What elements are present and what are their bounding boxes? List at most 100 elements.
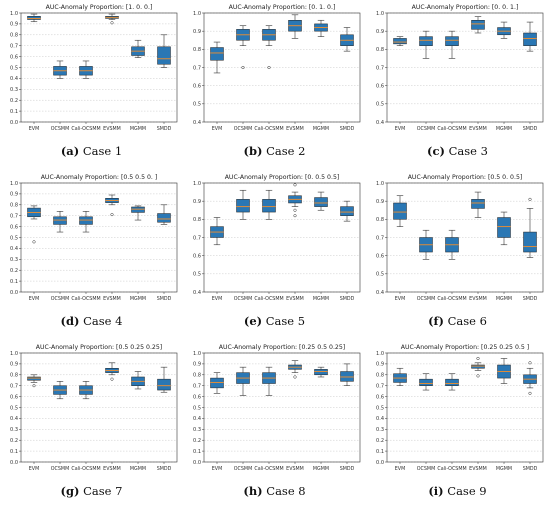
y-tick-label: 0.3 — [10, 427, 18, 433]
y-tick-label: 0.4 — [10, 76, 18, 82]
axes-frame — [203, 12, 361, 123]
y-tick-label: 0.1 — [193, 449, 201, 455]
y-tick-label: 0.7 — [193, 384, 201, 390]
axes-frame — [203, 182, 361, 293]
box-evm — [393, 367, 407, 387]
box-mgmm — [131, 371, 145, 390]
chart-title: AUC-Anomaly Proportion: [0.25 0.25 0.5 ] — [401, 344, 529, 351]
figure-caption: (a) Case 1 — [0, 144, 183, 158]
figure-caption: (h) Case 8 — [183, 484, 366, 498]
outlier-point — [32, 240, 36, 244]
box-evsmm — [105, 13, 119, 25]
y-tick-label: 0.8 — [193, 373, 201, 379]
box-smdd — [340, 27, 354, 52]
axes-frame — [20, 352, 178, 463]
y-tick-label: 0.8 — [193, 47, 201, 53]
box-smdd — [340, 363, 354, 387]
box-iqr — [471, 20, 485, 30]
x-tick-label: EVM — [212, 126, 222, 132]
outlier-point — [110, 21, 114, 25]
y-tick-label: 0.4 — [376, 290, 384, 296]
x-tick-label: EVSMM — [103, 126, 121, 132]
y-tick-label: 0.7 — [376, 235, 384, 241]
box-iqr — [393, 202, 407, 220]
chart-title: AUC-Anomaly Proportion: [1. 0. 0.] — [46, 4, 153, 11]
caption-text: Case 5 — [262, 314, 306, 328]
outlier-point — [528, 197, 532, 201]
y-tick-label: 0.8 — [10, 373, 18, 379]
y-tick-label: 0.5 — [376, 272, 384, 278]
box-iqr — [53, 216, 67, 225]
chart-title: AUC-Anomaly Proportion: [0. 0.5 0.5] — [225, 174, 340, 181]
y-tick-label: 0.4 — [376, 416, 384, 422]
box-cali-ocsmm — [79, 60, 93, 79]
x-tick-label: Cali-OCSMM — [437, 126, 466, 132]
outlier-point — [293, 208, 297, 212]
box-iqr — [157, 378, 171, 391]
y-tick-label: 0.0 — [10, 290, 18, 296]
x-tick-label: Cali-OCSMM — [71, 466, 100, 472]
x-tick-label: MGMM — [496, 466, 512, 472]
x-tick-label: OCSMM — [417, 466, 435, 472]
box-iqr — [523, 32, 537, 46]
box-iqr — [314, 369, 328, 376]
caption-label: (i) — [428, 484, 444, 498]
chart-title: AUC-Anomaly Proportion: [0. 1. 0.] — [229, 4, 336, 11]
y-tick-label: 0.9 — [376, 362, 384, 368]
x-tick-label: EVM — [212, 296, 222, 302]
y-tick-label: 0.8 — [376, 373, 384, 379]
caption-label: (g) — [60, 484, 80, 498]
x-tick-label: EVSMM — [469, 466, 487, 472]
box-iqr — [210, 47, 224, 61]
x-tick-label: EVM — [29, 466, 39, 472]
y-tick-label: 0.9 — [376, 199, 384, 205]
x-tick-label: EVSMM — [286, 466, 304, 472]
box-ocsmm — [419, 229, 433, 260]
outlier-point — [110, 213, 114, 217]
caption-text: Case 1 — [79, 144, 123, 158]
x-tick-label: OCSMM — [51, 466, 69, 472]
y-tick-label: 0.8 — [376, 47, 384, 53]
y-tick-label: 1.0 — [10, 11, 18, 17]
y-tick-label: 1.0 — [376, 181, 384, 187]
box-cali-ocsmm — [262, 25, 276, 70]
y-tick-label: 0.4 — [193, 290, 201, 296]
y-tick-label: 0.6 — [193, 253, 201, 259]
y-tick-label: 0.2 — [376, 438, 384, 444]
x-tick-label: Cali-OCSMM — [437, 466, 466, 472]
box-evsmm — [288, 360, 302, 379]
box-mgmm — [314, 366, 328, 378]
y-tick-label: 0.9 — [193, 362, 201, 368]
caption-text: Case 9 — [443, 484, 487, 498]
boxplot-chart: AUC-Anomaly Proportion: [0. 0.5 0.5] 0.4 0… — [193, 174, 361, 302]
y-tick-label: 0.8 — [376, 217, 384, 223]
caption-label: (e) — [243, 314, 263, 328]
boxplot-chart: AUC-Anomaly Proportion: [0.5 0. 0.5] 0.4 0… — [376, 174, 544, 302]
x-tick-label: OCSMM — [234, 466, 252, 472]
chart-panel-9: AUC-Anomaly Proportion: [0.25 0.25 0.5 ]… — [366, 340, 549, 510]
caption-text: Case 3 — [444, 144, 488, 158]
caption-label: (h) — [243, 484, 263, 498]
box-iqr — [471, 199, 485, 209]
y-tick-label: 0.9 — [193, 29, 201, 35]
x-tick-label: MGMM — [313, 126, 329, 132]
x-tick-label: MGMM — [130, 296, 146, 302]
chart-panel-2: AUC-Anomaly Proportion: [0. 1. 0.] 0.4 0.5… — [183, 0, 366, 170]
x-tick-label: Cali-OCSMM — [254, 466, 283, 472]
y-tick-label: 0.2 — [10, 268, 18, 274]
box-evsmm — [471, 191, 485, 218]
x-tick-label: SMDD — [157, 126, 172, 132]
x-tick-label: EVSMM — [103, 296, 121, 302]
box-smdd — [157, 204, 171, 225]
x-tick-label: SMDD — [523, 126, 538, 132]
x-tick-label: SMDD — [157, 466, 172, 472]
y-tick-label: 0.3 — [10, 257, 18, 263]
caption-text: Case 6 — [443, 314, 487, 328]
chart-panel-6: AUC-Anomaly Proportion: [0.5 0. 0.5] 0.4 0… — [366, 170, 549, 340]
axes-frame — [20, 12, 178, 123]
x-tick-label: MGMM — [496, 126, 512, 132]
caption-label: (b) — [243, 144, 263, 158]
y-tick-label: 0.0 — [193, 460, 201, 466]
caption-label: (a) — [60, 144, 80, 158]
box-smdd — [157, 366, 171, 393]
